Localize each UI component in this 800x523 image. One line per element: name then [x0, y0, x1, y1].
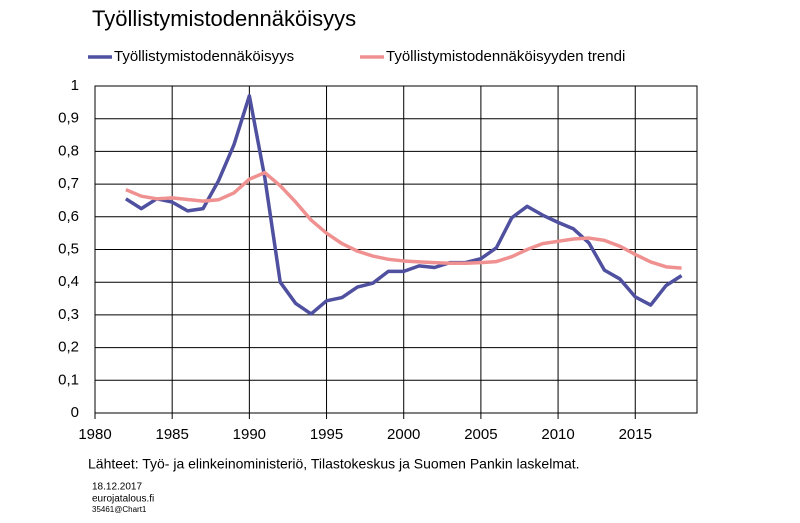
y-tick-label: 0,1: [58, 371, 79, 388]
y-tick-label: 0: [71, 404, 79, 421]
y-tick-label: 0,9: [58, 110, 79, 127]
y-tick-label: 0,2: [58, 339, 79, 356]
legend-label: Työllistymistodennäköisyyden trendi: [386, 48, 625, 65]
x-tick-label: 2010: [541, 426, 574, 443]
y-tick-label: 0,4: [58, 273, 79, 290]
y-tick-label: 0,7: [58, 175, 79, 192]
data-line: [125, 170, 682, 270]
x-tick-label: 2005: [464, 426, 497, 443]
chart-title: Työllistymistodennäköisyys: [92, 6, 356, 31]
x-tick-label: 1985: [155, 426, 188, 443]
source: Lähteet: Työ- ja elinkeinoministeriö, Ti…: [88, 456, 580, 472]
y-tick-label: 0,8: [58, 142, 79, 159]
x-tick-label: 1980: [78, 426, 111, 443]
legend-label: Työllistymistodennäköisyys: [114, 48, 294, 65]
y-tick-label: 1: [71, 77, 79, 94]
y-tick-label: 0,5: [58, 240, 79, 257]
y-tick-label: 0,6: [58, 208, 79, 225]
x-tick-label: 2015: [619, 426, 652, 443]
date: 18.12.2017: [92, 482, 142, 493]
y-tick-label: 0,3: [58, 306, 79, 323]
chart-id: 35461@Chart1: [92, 505, 147, 514]
x-tick-label: 1990: [233, 426, 266, 443]
site: eurojatalous.fi: [92, 494, 154, 505]
x-tick-label: 1995: [310, 426, 343, 443]
x-tick-label: 2000: [387, 426, 420, 443]
data-line: [124, 94, 683, 316]
